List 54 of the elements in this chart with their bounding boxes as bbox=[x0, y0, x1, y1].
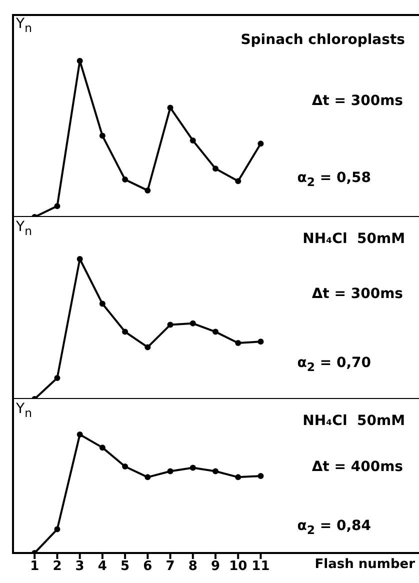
annotation: α$_{2}$ = 0,70 bbox=[297, 354, 371, 374]
point bbox=[76, 58, 83, 64]
x-tick-label: 3 bbox=[75, 559, 84, 574]
x-tick-label: 5 bbox=[120, 559, 130, 574]
point bbox=[122, 464, 128, 470]
point bbox=[212, 468, 218, 474]
annotation: Δt = 300ms bbox=[312, 92, 403, 109]
point bbox=[54, 203, 60, 210]
point bbox=[76, 432, 83, 438]
y-axis-title: Y$_{n}$ bbox=[16, 219, 32, 238]
point bbox=[235, 474, 242, 480]
point bbox=[144, 344, 151, 350]
point bbox=[167, 322, 174, 328]
annotation: α$_{2}$ = 0,58 bbox=[297, 170, 371, 189]
x-tick-label: 4 bbox=[98, 559, 107, 574]
chart-title: NH₄Cl 50mM bbox=[302, 231, 405, 247]
point bbox=[190, 320, 196, 326]
point bbox=[144, 474, 151, 480]
point bbox=[212, 328, 218, 335]
point bbox=[258, 338, 264, 345]
annotation: Δt = 400ms bbox=[312, 459, 403, 476]
y-axis-title: Y$_{n}$ bbox=[16, 401, 32, 420]
point bbox=[99, 300, 106, 307]
point bbox=[190, 464, 196, 471]
chart-title: NH₄Cl 50mM bbox=[302, 413, 405, 429]
point bbox=[99, 444, 106, 451]
point bbox=[235, 340, 242, 346]
point bbox=[167, 468, 174, 474]
x-tick-label: 2 bbox=[52, 559, 62, 574]
x-tick-label: 9 bbox=[210, 559, 220, 574]
point bbox=[258, 140, 264, 147]
annotation: α$_{2}$ = 0,84 bbox=[297, 518, 371, 537]
point bbox=[54, 526, 60, 532]
point bbox=[212, 166, 218, 172]
point bbox=[122, 176, 128, 183]
point bbox=[99, 132, 106, 139]
x-tick-label: 11 bbox=[252, 559, 270, 574]
point bbox=[122, 328, 128, 335]
chart-title: Spinach chloroplasts bbox=[240, 32, 405, 48]
point bbox=[54, 375, 60, 381]
x-tick-label: 8 bbox=[188, 559, 198, 574]
x-tick-label: 10 bbox=[229, 559, 248, 574]
x-axis-title: Flash number bbox=[314, 557, 415, 572]
y-axis-title: Y$_{n}$ bbox=[16, 16, 32, 35]
point bbox=[235, 178, 242, 184]
annotation: Δt = 300ms bbox=[312, 286, 403, 302]
x-tick-label: 7 bbox=[166, 559, 175, 574]
x-tick-label: 1 bbox=[30, 559, 40, 574]
point bbox=[76, 256, 83, 262]
point bbox=[144, 187, 151, 194]
point bbox=[258, 473, 264, 479]
point bbox=[167, 104, 174, 111]
x-tick-label: 6 bbox=[143, 559, 152, 574]
point bbox=[190, 137, 196, 144]
